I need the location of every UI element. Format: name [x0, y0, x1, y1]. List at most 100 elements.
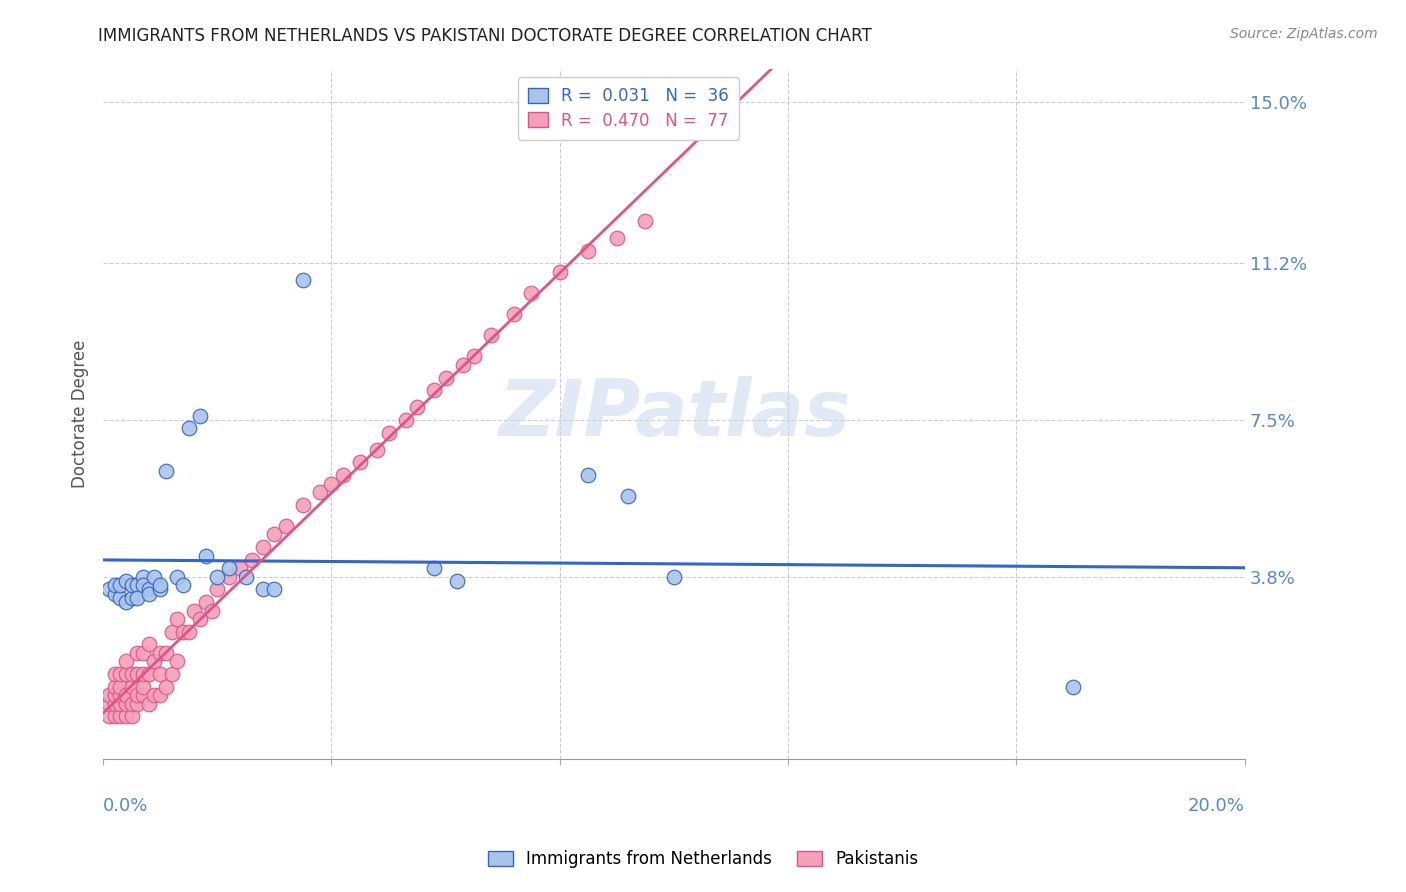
Point: [240, 553, 263, 567]
Point: [291, 498, 314, 512]
Point: [207, 582, 229, 597]
Point: [138, 667, 160, 681]
Point: [121, 680, 143, 694]
Point: [377, 425, 399, 440]
Point: [218, 570, 240, 584]
Point: [121, 578, 143, 592]
Point: [110, 667, 132, 681]
Point: [274, 519, 297, 533]
Text: ZIPatlas: ZIPatlas: [498, 376, 851, 451]
Point: [160, 624, 183, 639]
Point: [138, 587, 160, 601]
Legend: Immigrants from Netherlands, Pakistanis: Immigrants from Netherlands, Pakistanis: [481, 844, 925, 875]
Point: [166, 612, 188, 626]
Legend: R =  0.031   N =  36, R =  0.470   N =  77: R = 0.031 N = 36, R = 0.470 N = 77: [517, 77, 738, 139]
Point: [143, 570, 166, 584]
Point: [218, 561, 240, 575]
Point: [97, 709, 120, 723]
Text: 0.0%: 0.0%: [103, 797, 149, 814]
Point: [103, 688, 125, 702]
Point: [548, 265, 571, 279]
Text: Source: ZipAtlas.com: Source: ZipAtlas.com: [1230, 27, 1378, 41]
Point: [138, 697, 160, 711]
Point: [172, 624, 194, 639]
Point: [103, 667, 125, 681]
Point: [138, 582, 160, 597]
Point: [132, 680, 155, 694]
Point: [503, 307, 526, 321]
Point: [252, 582, 274, 597]
Point: [155, 646, 177, 660]
Point: [188, 612, 211, 626]
Y-axis label: Doctorate Degree: Doctorate Degree: [72, 340, 89, 488]
Point: [366, 442, 388, 457]
Point: [200, 603, 222, 617]
Point: [143, 688, 166, 702]
Point: [103, 709, 125, 723]
Point: [115, 574, 138, 588]
Point: [149, 578, 172, 592]
Text: 20.0%: 20.0%: [1188, 797, 1244, 814]
Point: [321, 476, 343, 491]
Point: [576, 244, 599, 258]
Point: [576, 468, 599, 483]
Point: [183, 603, 205, 617]
Point: [349, 455, 371, 469]
Point: [166, 654, 188, 668]
Point: [423, 384, 446, 398]
Point: [97, 582, 120, 597]
Point: [127, 667, 149, 681]
Point: [132, 646, 155, 660]
Point: [177, 421, 200, 435]
Point: [188, 409, 211, 423]
Point: [423, 561, 446, 575]
Point: [194, 549, 217, 563]
Point: [149, 582, 172, 597]
Point: [110, 688, 132, 702]
Point: [121, 591, 143, 605]
Point: [132, 667, 155, 681]
Point: [1062, 680, 1084, 694]
Point: [115, 667, 138, 681]
Point: [127, 591, 149, 605]
Point: [97, 688, 120, 702]
Point: [115, 595, 138, 609]
Point: [149, 646, 172, 660]
Point: [446, 574, 468, 588]
Point: [194, 595, 217, 609]
Point: [606, 231, 628, 245]
Point: [115, 709, 138, 723]
Point: [395, 413, 418, 427]
Point: [132, 688, 155, 702]
Point: [127, 646, 149, 660]
Point: [166, 570, 188, 584]
Point: [132, 578, 155, 592]
Point: [463, 350, 485, 364]
Point: [115, 688, 138, 702]
Point: [229, 561, 252, 575]
Point: [155, 464, 177, 478]
Point: [263, 582, 285, 597]
Point: [252, 540, 274, 554]
Point: [634, 214, 657, 228]
Point: [121, 709, 143, 723]
Point: [110, 591, 132, 605]
Point: [207, 570, 229, 584]
Point: [103, 587, 125, 601]
Point: [121, 697, 143, 711]
Point: [177, 624, 200, 639]
Point: [332, 468, 354, 483]
Point: [434, 370, 457, 384]
Point: [479, 328, 502, 343]
Point: [309, 485, 332, 500]
Point: [103, 578, 125, 592]
Point: [115, 697, 138, 711]
Point: [520, 285, 543, 300]
Point: [121, 667, 143, 681]
Point: [172, 578, 194, 592]
Point: [149, 667, 172, 681]
Point: [138, 637, 160, 651]
Point: [263, 527, 285, 541]
Point: [160, 667, 183, 681]
Point: [617, 489, 640, 503]
